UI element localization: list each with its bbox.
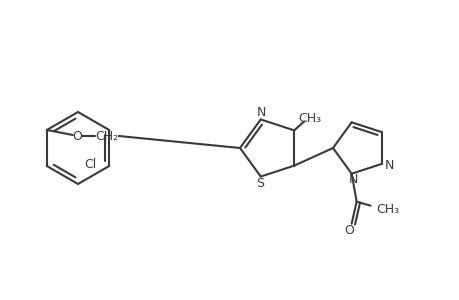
Text: S: S [255, 177, 263, 190]
Text: N: N [348, 173, 358, 186]
Text: N: N [257, 106, 266, 119]
Text: O: O [72, 130, 82, 142]
Text: N: N [384, 159, 394, 172]
Text: O: O [344, 224, 354, 237]
Text: CH₃: CH₃ [298, 112, 321, 125]
Text: CH₃: CH₃ [375, 203, 398, 216]
Text: Cl: Cl [84, 158, 96, 170]
Text: CH₂: CH₂ [95, 130, 118, 142]
